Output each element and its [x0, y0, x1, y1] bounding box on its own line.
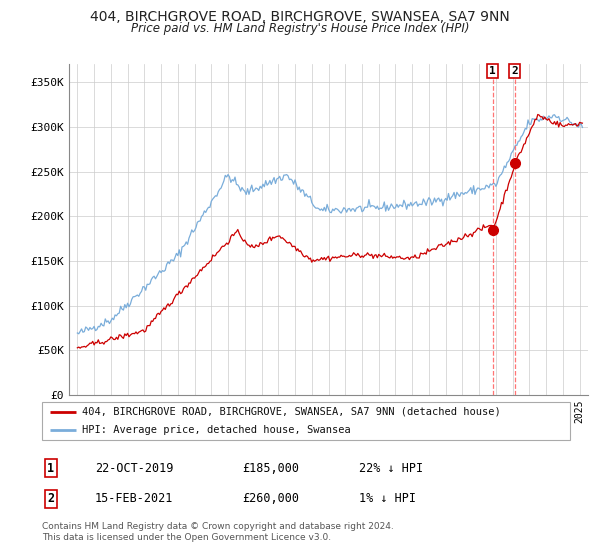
Text: Contains HM Land Registry data © Crown copyright and database right 2024.
This d: Contains HM Land Registry data © Crown c…: [42, 522, 394, 542]
Text: 22-OCT-2019: 22-OCT-2019: [95, 461, 173, 475]
Text: Price paid vs. HM Land Registry's House Price Index (HPI): Price paid vs. HM Land Registry's House …: [131, 22, 469, 35]
Text: 404, BIRCHGROVE ROAD, BIRCHGROVE, SWANSEA, SA7 9NN (detached house): 404, BIRCHGROVE ROAD, BIRCHGROVE, SWANSE…: [82, 407, 500, 417]
Text: 404, BIRCHGROVE ROAD, BIRCHGROVE, SWANSEA, SA7 9NN: 404, BIRCHGROVE ROAD, BIRCHGROVE, SWANSE…: [90, 10, 510, 24]
Text: £185,000: £185,000: [242, 461, 299, 475]
Text: 15-FEB-2021: 15-FEB-2021: [95, 492, 173, 506]
Text: HPI: Average price, detached house, Swansea: HPI: Average price, detached house, Swan…: [82, 425, 350, 435]
Text: 2: 2: [47, 492, 55, 506]
Text: 1: 1: [47, 461, 55, 475]
Text: 2: 2: [511, 66, 518, 76]
Text: £260,000: £260,000: [242, 492, 299, 506]
Text: 1% ↓ HPI: 1% ↓ HPI: [359, 492, 416, 506]
Text: 1: 1: [490, 66, 496, 76]
Text: 22% ↓ HPI: 22% ↓ HPI: [359, 461, 423, 475]
